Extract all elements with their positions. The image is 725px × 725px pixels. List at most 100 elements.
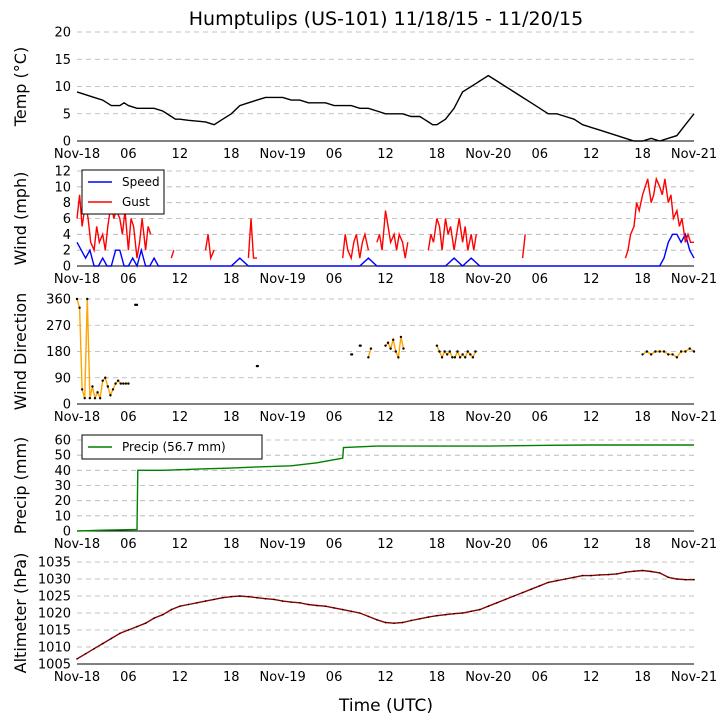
series-gust [624, 176, 694, 259]
y-tick-label: 8 [63, 196, 71, 211]
data-point [538, 585, 541, 587]
panel-temp: 0 5 10 15 20 Nov-18 06 12 18 Nov-19 06 12 18 Nov-20 06… [11, 26, 717, 163]
y-axis-label-precip: Precip (mm) [11, 437, 30, 535]
data-point [119, 382, 122, 385]
x-tick-label: 06 [531, 537, 548, 552]
data-point [341, 608, 344, 611]
data-point [76, 658, 78, 660]
x-tick-label: 06 [120, 147, 137, 162]
data-point [564, 578, 567, 580]
data-point [443, 350, 446, 353]
x-tick-label: Nov-18 [54, 147, 100, 162]
y-tick-label: 20 [54, 494, 71, 509]
data-point [650, 570, 652, 573]
x-tick-label: 06 [326, 272, 343, 287]
x-axis-label: Time (UTC) [338, 696, 433, 716]
x-tick-label: 12 [377, 147, 394, 162]
legend-label: Precip (56.7 mm) [122, 440, 226, 454]
data-point [474, 350, 477, 353]
data-point [446, 353, 449, 356]
data-point [469, 353, 472, 356]
data-point [101, 642, 104, 645]
y-tick-label: 40 [54, 464, 71, 479]
data-point [448, 350, 451, 353]
x-tick-label: Nov-19 [260, 272, 306, 287]
y-tick-label: 1030 [38, 573, 71, 588]
x-tick-label: 06 [326, 670, 343, 685]
series-gust [170, 249, 175, 259]
x-tick-label: 18 [223, 537, 240, 552]
y-tick-label: 30 [54, 479, 71, 494]
data-point [693, 578, 695, 581]
y-tick-label: 1020 [38, 607, 71, 622]
series-gust [376, 210, 409, 259]
data-point [170, 608, 173, 611]
data-point [649, 353, 653, 356]
x-tick-label: 06 [326, 410, 343, 425]
data-point [256, 596, 258, 599]
x-tick-label: 06 [120, 272, 137, 287]
data-point [104, 376, 107, 379]
data-point [418, 617, 421, 620]
x-tick-label: Nov-19 [260, 537, 306, 552]
data-point [641, 569, 644, 572]
data-point [436, 614, 438, 617]
data-point [75, 297, 79, 301]
x-tick-label: 12 [377, 670, 394, 685]
data-point [684, 578, 687, 581]
panel-dir: 0 90 180 270 360 Nov-18 06 12 18 Nov-19 06 12 18 Nov-… [11, 293, 717, 426]
data-point [78, 306, 81, 309]
data-point [671, 353, 674, 356]
data-point [161, 613, 164, 616]
data-point [688, 347, 691, 350]
y-tick-label: 1015 [38, 624, 71, 639]
legend-precip: Precip (56.7 mm) [81, 434, 263, 460]
series-altimeter [76, 569, 694, 660]
x-tick-label: Nov-18 [54, 272, 100, 287]
x-tick-label: 18 [634, 272, 651, 287]
data-point [386, 341, 390, 344]
data-point [645, 350, 649, 353]
series-temp [76, 74, 695, 142]
y-tick-label: 60 [54, 434, 71, 449]
data-point [324, 605, 327, 607]
y-tick-label: 15 [54, 53, 71, 68]
y-tick-label: 1005 [38, 658, 71, 673]
data-point [110, 637, 113, 640]
data-point [119, 632, 121, 635]
x-tick-label: Nov-21 [671, 272, 717, 287]
data-point [487, 605, 490, 607]
data-point [675, 356, 679, 359]
x-tick-label: 12 [172, 410, 189, 425]
x-tick-label: 12 [172, 272, 189, 287]
y-axis-label-alt: Altimeter (hPa) [11, 553, 30, 674]
data-point [86, 297, 89, 301]
series-gust [521, 234, 526, 259]
data-point [384, 621, 387, 624]
x-tick-label: 06 [120, 410, 137, 425]
data-point [654, 350, 657, 353]
x-tick-label: 06 [326, 147, 343, 162]
x-tick-label: Nov-19 [260, 670, 306, 685]
data-point [453, 612, 455, 615]
data-point [84, 653, 87, 655]
data-point [633, 570, 635, 572]
data-point [641, 353, 644, 356]
data-point [109, 394, 112, 397]
data-point [96, 391, 99, 394]
series-direction [642, 347, 695, 359]
x-tick-label: 18 [429, 410, 446, 425]
data-point [496, 602, 498, 604]
data-point [281, 600, 284, 602]
data-point [93, 647, 95, 650]
y-axis-label-dir: Wind Direction [11, 293, 30, 411]
data-point [598, 574, 601, 576]
data-point [106, 385, 110, 388]
data-point [221, 596, 224, 599]
x-tick-label: 06 [120, 537, 137, 552]
data-point [307, 603, 310, 606]
data-point [256, 364, 260, 368]
data-point [136, 625, 138, 628]
x-tick-label: Nov-21 [671, 410, 717, 425]
